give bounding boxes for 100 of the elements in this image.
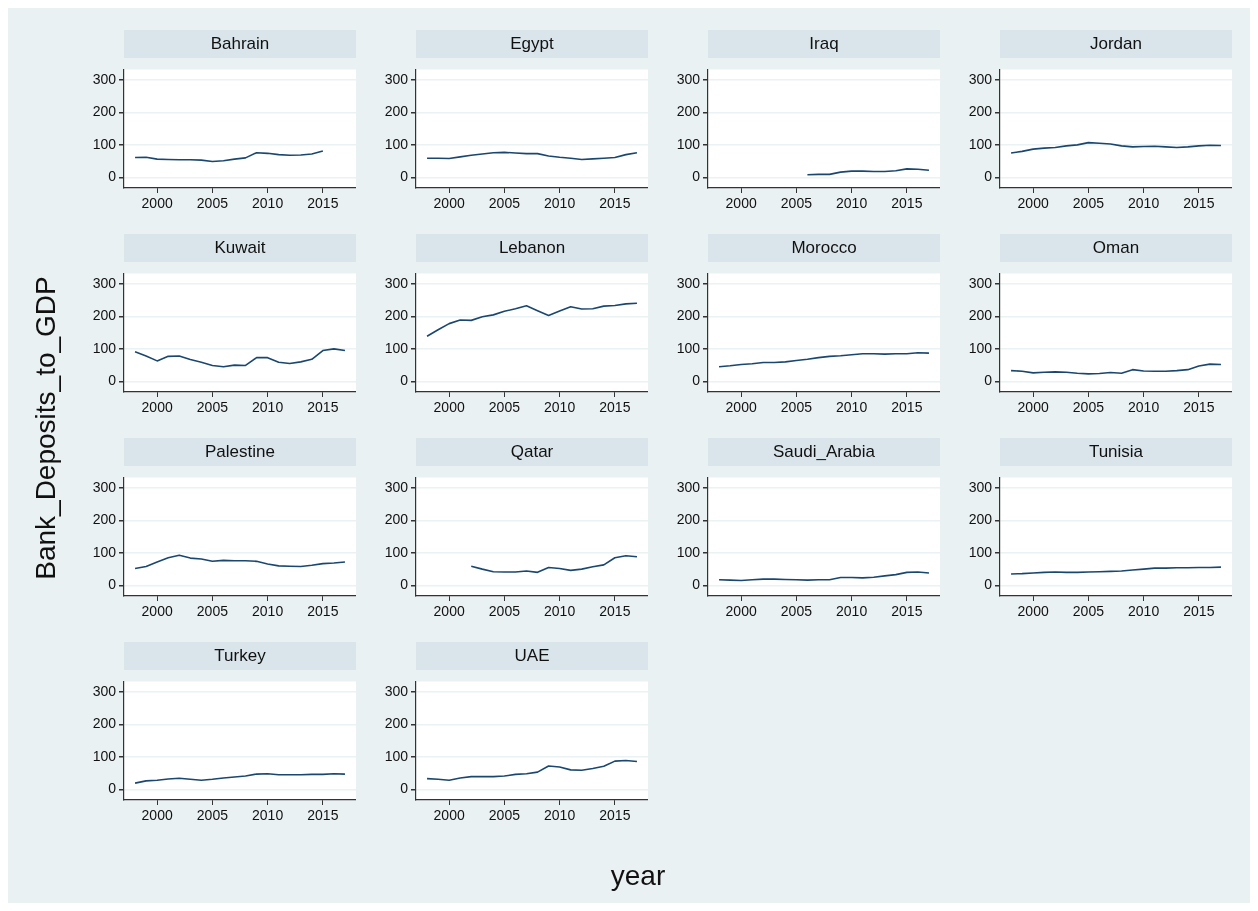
x-tick-label: 2010 xyxy=(252,399,284,416)
y-tick-label: 0 xyxy=(400,576,409,593)
chart-title: Qatar xyxy=(416,438,648,466)
x-tick-label: 2015 xyxy=(891,603,923,620)
x-tick-label: 2010 xyxy=(544,603,576,620)
y-tick-label: 0 xyxy=(400,780,409,797)
x-tick-label: 2010 xyxy=(836,399,868,416)
y-tick-label: 100 xyxy=(968,543,993,560)
y-tick-label: 300 xyxy=(92,682,117,699)
x-tick-label: 2015 xyxy=(891,195,923,212)
y-tick-label: 0 xyxy=(984,168,993,185)
x-tick-label: 2000 xyxy=(725,603,757,620)
y-tick-label: 200 xyxy=(384,511,409,528)
x-tick-label: 2005 xyxy=(488,807,521,824)
x-tick-label: 2005 xyxy=(196,807,229,824)
x-tick-label: 2010 xyxy=(252,807,284,824)
chart-title: Saudi_Arabia xyxy=(708,438,940,466)
y-tick-label: 0 xyxy=(400,168,409,185)
y-tick-label: 0 xyxy=(984,576,993,593)
y-tick-label: 300 xyxy=(676,70,701,87)
y-tick-label: 200 xyxy=(676,103,701,120)
y-tick-label: 200 xyxy=(384,307,409,324)
y-tick-label: 300 xyxy=(384,70,409,87)
chart-title: Palestine xyxy=(124,438,356,466)
y-tick-label: 200 xyxy=(968,511,993,528)
y-tick-label: 100 xyxy=(92,339,117,356)
y-tick-label: 200 xyxy=(384,715,409,732)
y-tick-label: 200 xyxy=(968,103,993,120)
y-tick-label: 100 xyxy=(676,135,701,152)
x-tick-label: 2005 xyxy=(488,399,521,416)
y-tick-label: 200 xyxy=(676,511,701,528)
x-tick-label: 2000 xyxy=(141,807,173,824)
x-tick-label: 2015 xyxy=(599,603,631,620)
x-tick-label: 2000 xyxy=(433,195,465,212)
chart-title: Bahrain xyxy=(124,30,356,58)
chart-title: Turkey xyxy=(124,642,356,670)
x-tick-label: 2010 xyxy=(836,603,868,620)
y-tick-label: 100 xyxy=(968,339,993,356)
y-tick-label: 0 xyxy=(692,576,701,593)
y-tick-label: 200 xyxy=(92,511,117,528)
chart-title: Lebanon xyxy=(416,234,648,262)
y-tick-label: 200 xyxy=(384,103,409,120)
x-tick-label: 2015 xyxy=(307,399,339,416)
x-tick-label: 2010 xyxy=(252,195,284,212)
x-tick-label: 2005 xyxy=(196,195,229,212)
y-tick-label: 100 xyxy=(384,339,409,356)
x-tick-label: 2015 xyxy=(1183,399,1215,416)
x-tick-label: 2015 xyxy=(307,807,339,824)
x-tick-label: 2010 xyxy=(836,195,868,212)
y-tick-label: 200 xyxy=(92,103,117,120)
y-tick-label: 300 xyxy=(968,478,993,495)
y-tick-label: 200 xyxy=(968,307,993,324)
x-tick-label: 2010 xyxy=(544,807,576,824)
y-tick-label: 200 xyxy=(676,307,701,324)
y-tick-label: 0 xyxy=(108,576,117,593)
x-tick-label: 2000 xyxy=(141,399,173,416)
y-tick-label: 300 xyxy=(676,478,701,495)
chart-title: Kuwait xyxy=(124,234,356,262)
x-tick-label: 2010 xyxy=(1128,195,1160,212)
y-tick-label: 200 xyxy=(92,715,117,732)
x-tick-label: 2005 xyxy=(488,195,521,212)
y-tick-label: 200 xyxy=(92,307,117,324)
y-tick-label: 100 xyxy=(92,747,117,764)
y-tick-label: 300 xyxy=(676,274,701,291)
x-tick-label: 2010 xyxy=(252,603,284,620)
x-tick-label: 2015 xyxy=(599,807,631,824)
x-axis-title: year xyxy=(610,860,666,892)
x-tick-label: 2000 xyxy=(1017,195,1049,212)
y-tick-label: 100 xyxy=(92,135,117,152)
chart-title: UAE xyxy=(416,642,648,670)
y-tick-label: 0 xyxy=(108,780,117,797)
y-tick-label: 300 xyxy=(968,70,993,87)
x-tick-label: 2000 xyxy=(141,603,173,620)
x-tick-label: 2005 xyxy=(780,399,813,416)
y-tick-label: 300 xyxy=(384,478,409,495)
x-tick-label: 2010 xyxy=(1128,399,1160,416)
x-tick-label: 2000 xyxy=(1017,603,1049,620)
y-tick-label: 300 xyxy=(968,274,993,291)
y-tick-label: 100 xyxy=(92,543,117,560)
y-tick-label: 300 xyxy=(384,274,409,291)
y-tick-label: 100 xyxy=(384,135,409,152)
y-tick-label: 0 xyxy=(400,372,409,389)
x-tick-label: 2005 xyxy=(196,399,229,416)
x-tick-label: 2015 xyxy=(307,195,339,212)
y-tick-label: 0 xyxy=(108,372,117,389)
x-tick-label: 2015 xyxy=(599,399,631,416)
x-tick-label: 2015 xyxy=(891,399,923,416)
x-tick-label: 2005 xyxy=(1072,195,1105,212)
x-tick-label: 2010 xyxy=(544,195,576,212)
y-tick-label: 100 xyxy=(968,135,993,152)
y-tick-label: 300 xyxy=(384,682,409,699)
chart-title: Tunisia xyxy=(1000,438,1232,466)
x-tick-label: 2000 xyxy=(433,399,465,416)
x-tick-label: 2000 xyxy=(141,195,173,212)
chart-title: Jordan xyxy=(1000,30,1232,58)
y-tick-label: 0 xyxy=(108,168,117,185)
x-tick-label: 2015 xyxy=(599,195,631,212)
y-tick-label: 100 xyxy=(384,543,409,560)
x-tick-label: 2010 xyxy=(1128,603,1160,620)
x-tick-label: 2000 xyxy=(433,603,465,620)
